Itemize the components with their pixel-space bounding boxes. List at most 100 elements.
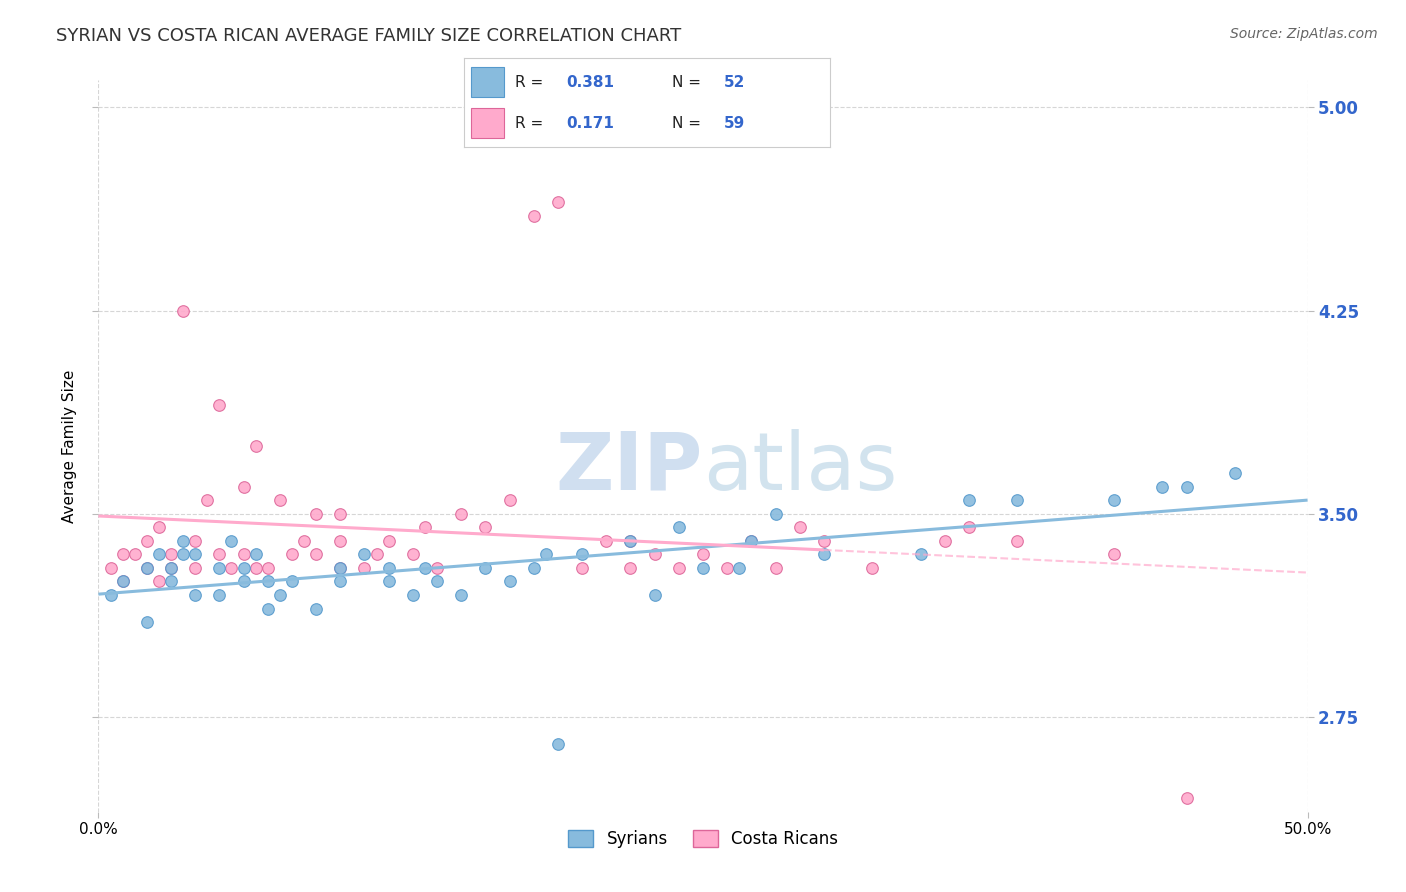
Point [208,398,231,412]
Point [498,574,520,589]
Point [450,588,472,602]
Point [619,561,641,575]
Point [232,480,254,494]
Point [619,533,641,548]
Point [474,520,496,534]
Point [813,547,835,561]
Point [305,547,328,561]
Text: 52: 52 [724,75,745,89]
Point [934,533,956,548]
Point [184,561,207,575]
Point [547,195,569,210]
Point [413,520,436,534]
Point [668,520,690,534]
Point [124,547,146,561]
Point [765,507,787,521]
Point [232,574,254,589]
Point [329,507,352,521]
Point [619,533,641,548]
Point [957,493,980,508]
Point [269,493,291,508]
Point [135,615,157,629]
Point [160,561,183,575]
Point [148,574,170,589]
Point [402,588,425,602]
Point [329,561,352,575]
Point [366,547,388,561]
Point [426,561,449,575]
Point [377,561,399,575]
Point [813,533,835,548]
Point [245,547,267,561]
Point [256,561,278,575]
Point [910,547,932,561]
Text: atlas: atlas [703,429,897,507]
Point [860,561,883,575]
Point [353,561,375,575]
Point [523,209,546,223]
Point [245,561,267,575]
Point [498,493,520,508]
Point [957,520,980,534]
Point [426,574,449,589]
Point [281,547,304,561]
Point [765,561,787,575]
Point [184,547,207,561]
Point [305,507,328,521]
Point [329,574,352,589]
Y-axis label: Average Family Size: Average Family Size [62,369,77,523]
Point [1007,533,1029,548]
Point [281,574,304,589]
Point [534,547,557,561]
Point [292,533,315,548]
Point [172,533,194,548]
Point [1175,791,1198,805]
Point [740,533,762,548]
Point [329,533,352,548]
Point [221,561,243,575]
Point [571,561,593,575]
Point [208,547,231,561]
Point [148,520,170,534]
Point [172,303,194,318]
Point [1152,480,1174,494]
Point [208,561,231,575]
Point [148,547,170,561]
Point [716,561,738,575]
Point [232,547,254,561]
Point [221,533,243,548]
Text: R =: R = [515,75,548,89]
Text: 0.171: 0.171 [567,116,614,130]
Point [135,533,157,548]
Point [135,561,157,575]
Legend: Syrians, Costa Ricans: Syrians, Costa Ricans [561,823,845,855]
Point [100,561,122,575]
Point [1102,547,1125,561]
Point [595,533,617,548]
Point [111,574,134,589]
Text: SYRIAN VS COSTA RICAN AVERAGE FAMILY SIZE CORRELATION CHART: SYRIAN VS COSTA RICAN AVERAGE FAMILY SIZ… [56,27,682,45]
Point [245,439,267,453]
Point [523,561,546,575]
Point [269,588,291,602]
Point [100,588,122,602]
Point [256,601,278,615]
Point [728,561,751,575]
Text: ZIP: ZIP [555,429,703,507]
Text: N =: N = [672,116,706,130]
Point [184,588,207,602]
Point [692,561,714,575]
Text: R =: R = [515,116,553,130]
Point [571,547,593,561]
Point [377,574,399,589]
Point [377,533,399,548]
Point [329,561,352,575]
Text: N =: N = [672,75,706,89]
Bar [471,108,505,138]
Text: 0.381: 0.381 [567,75,614,89]
Point [111,547,134,561]
Point [208,588,231,602]
Point [160,547,183,561]
Point [305,601,328,615]
Point [353,547,375,561]
